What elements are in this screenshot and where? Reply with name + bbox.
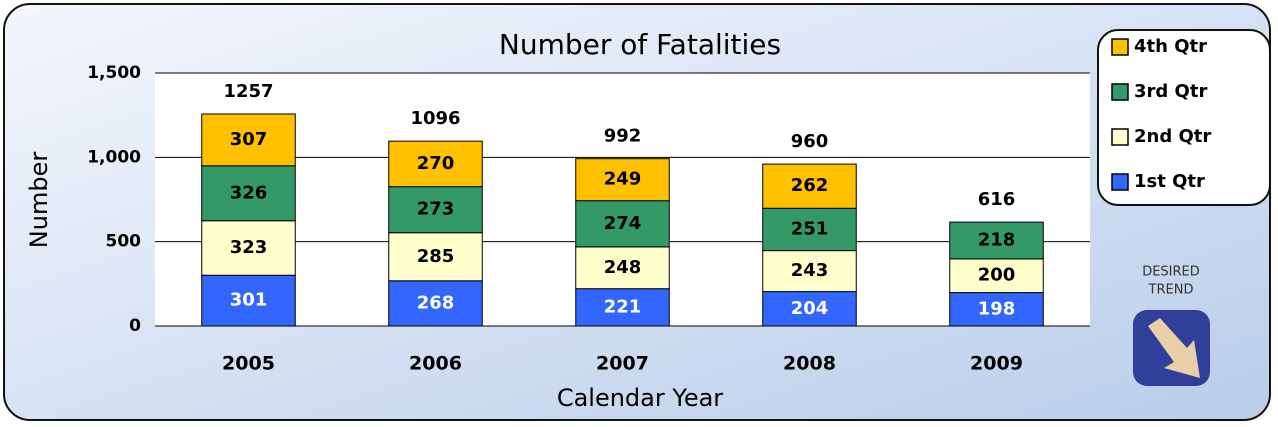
bar-segment [762,291,857,327]
legend-swatch [1111,173,1129,191]
bar-segment [762,250,857,293]
bar-segment [201,165,296,222]
bar-segment [762,163,857,209]
bar-segment [201,220,296,276]
data-label: 270 [417,153,455,174]
x-tick-label: 2009 [970,353,1023,375]
total-label: 960 [791,131,829,152]
bar-segment [762,207,857,252]
x-tick-label: 2006 [409,353,462,375]
y-tick-label: 500 [106,232,142,252]
data-label: 273 [417,199,455,220]
data-label: 323 [230,237,268,258]
legend-label: 1st Qtr [1134,171,1205,192]
data-label: 262 [791,175,829,196]
annotation: TREND [1148,283,1194,298]
data-label: 249 [604,169,642,190]
legend-label: 3rd Qtr [1134,81,1207,102]
x-axis-title: Calendar Year [557,384,723,412]
bar-segment [201,274,296,327]
data-label: 218 [978,229,1016,250]
x-tick-label: 2007 [596,353,649,375]
annotation: DESIRED [1142,265,1200,280]
data-label: 274 [604,213,642,234]
data-label: 307 [230,129,268,150]
y-axis-title: Number [25,152,53,249]
legend-swatch [1111,38,1129,56]
legend-swatch [1111,128,1129,146]
total-label: 616 [978,189,1016,210]
legend-label: 4th Qtr [1134,36,1207,57]
y-tick-label: 0 [129,316,141,336]
data-label: 243 [791,260,829,281]
bar-segment [575,288,670,327]
bar-segment [949,221,1044,260]
legend [1097,29,1271,206]
bar-segment [388,186,483,234]
total-label: 1257 [223,81,273,102]
bar-segment [575,200,670,248]
total-label: 992 [604,126,642,147]
x-tick-label: 2005 [222,353,275,375]
bar-segment [388,140,483,188]
chart-title: Number of Fatalities [499,28,781,61]
legend-label: 2nd Qtr [1134,126,1211,147]
data-label: 268 [417,292,455,313]
data-label: 248 [604,257,642,278]
bar-segment [388,280,483,327]
y-tick-label: 1,000 [87,147,141,167]
legend-swatch [1111,83,1129,101]
total-label: 1096 [410,108,460,129]
data-label: 200 [978,265,1016,286]
bar-segment [949,258,1044,294]
data-label: 221 [604,296,642,317]
bar-segment [201,113,296,167]
trend-arrow [1148,318,1200,378]
bar-segment [575,158,670,202]
x-tick-label: 2008 [783,353,836,375]
data-label: 326 [230,182,268,203]
data-label: 301 [230,290,268,311]
y-tick-label: 1,500 [87,63,141,83]
data-label: 251 [791,218,829,239]
bar-segment [388,232,483,282]
data-label: 204 [791,298,829,319]
bar-segment [575,246,670,290]
data-label: 285 [417,246,455,267]
data-label: 198 [978,298,1016,319]
